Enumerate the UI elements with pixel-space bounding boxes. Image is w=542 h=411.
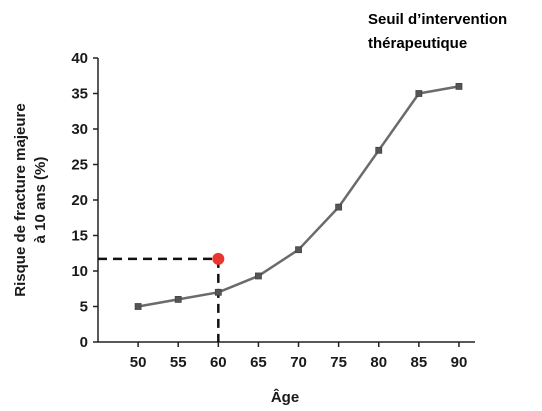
data-point [134, 303, 142, 310]
y-tick-label: 10 [71, 263, 88, 280]
data-point [455, 83, 463, 90]
x-tick-label: 80 [370, 354, 387, 371]
y-tick-label: 40 [71, 50, 88, 67]
x-tick-label: 70 [290, 354, 307, 371]
threshold-point [212, 252, 225, 265]
y-tick-label: 20 [71, 192, 88, 209]
x-tick-label: 60 [210, 354, 227, 371]
x-tick-label: 50 [130, 354, 147, 371]
series-points [134, 83, 463, 310]
x-tick-label: 75 [330, 354, 347, 371]
y-tick-label: 0 [80, 334, 88, 351]
y-axis-title-line-2: à 10 ans (%) [32, 157, 49, 244]
data-point [415, 90, 423, 97]
y-tick-label: 35 [71, 86, 88, 103]
y-tick-label: 15 [71, 228, 88, 245]
y-axis-title-line-1: Risque de fracture majeure [12, 103, 29, 296]
series-line [137, 85, 460, 308]
annotation-line-2: thérapeutique [368, 35, 467, 52]
y-axis-ticks: 0 5 10 15 20 25 30 35 40 [71, 50, 98, 351]
data-point [174, 295, 182, 303]
y-tick-label: 25 [71, 157, 88, 174]
x-tick-label: 65 [250, 354, 267, 371]
x-axis-title: Âge [271, 388, 299, 406]
x-tick-label: 85 [411, 354, 428, 371]
chart-axes [97, 58, 475, 343]
data-point [335, 203, 343, 211]
x-tick-label: 55 [170, 354, 187, 371]
data-point [295, 246, 302, 254]
y-tick-label: 30 [71, 121, 88, 138]
x-tick-label: 90 [451, 354, 468, 371]
data-point [375, 146, 383, 154]
data-point [255, 272, 262, 280]
threshold-guides [98, 257, 220, 342]
data-point [214, 288, 222, 296]
y-tick-label: 5 [80, 299, 88, 316]
x-axis-ticks: 50 55 60 65 70 75 80 85 90 [130, 342, 468, 371]
risk-line [137, 85, 460, 308]
annotation-line-1: Seuil d’intervention [368, 11, 507, 28]
